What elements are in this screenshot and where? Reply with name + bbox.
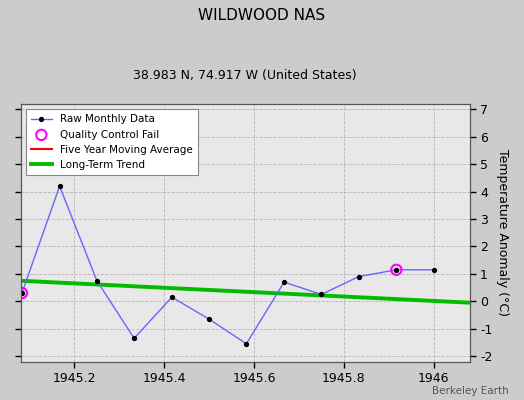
Raw Monthly Data	[431, 267, 437, 272]
Raw Monthly Data	[206, 317, 212, 322]
Raw Monthly Data	[281, 280, 287, 284]
Raw Monthly Data	[243, 341, 249, 346]
Raw Monthly Data	[131, 336, 137, 341]
Raw Monthly Data	[318, 292, 324, 297]
Legend: Raw Monthly Data, Quality Control Fail, Five Year Moving Average, Long-Term Tren: Raw Monthly Data, Quality Control Fail, …	[26, 109, 198, 175]
Line: Raw Monthly Data: Raw Monthly Data	[20, 184, 436, 346]
Title: 38.983 N, 74.917 W (United States): 38.983 N, 74.917 W (United States)	[133, 69, 357, 82]
Raw Monthly Data	[94, 278, 100, 283]
Raw Monthly Data	[169, 295, 175, 300]
Y-axis label: Temperature Anomaly (°C): Temperature Anomaly (°C)	[496, 149, 509, 316]
Quality Control Fail	[392, 266, 400, 273]
Raw Monthly Data	[393, 267, 399, 272]
Quality Control Fail	[18, 290, 26, 296]
Raw Monthly Data	[355, 274, 362, 279]
Raw Monthly Data	[19, 291, 25, 296]
Raw Monthly Data	[57, 184, 63, 189]
Text: Berkeley Earth: Berkeley Earth	[432, 386, 508, 396]
Text: WILDWOOD NAS: WILDWOOD NAS	[199, 8, 325, 23]
